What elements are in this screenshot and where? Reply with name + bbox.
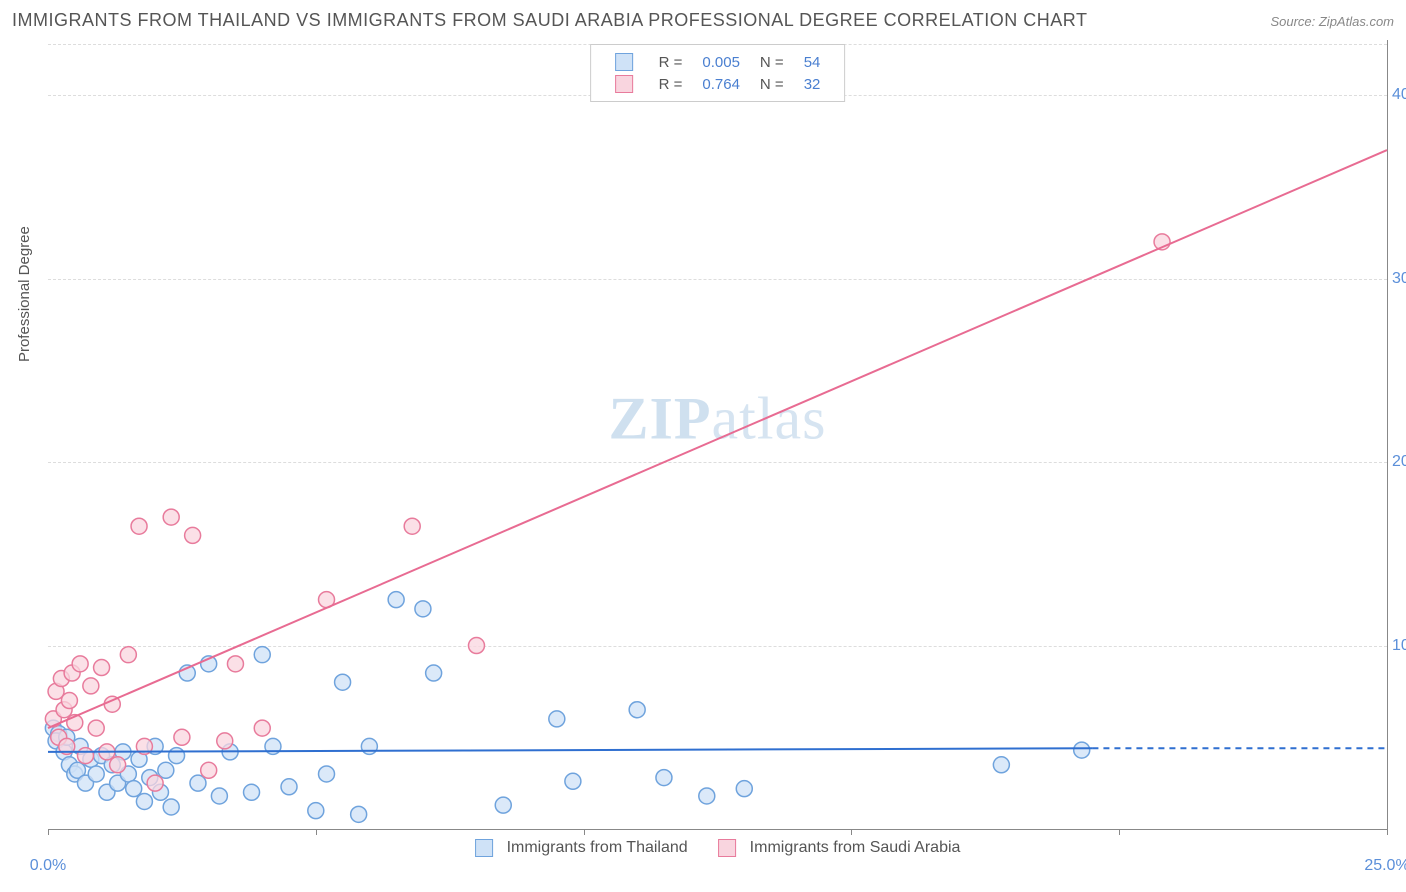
datapoint-thailand	[319, 766, 335, 782]
datapoint-saudi	[163, 509, 179, 525]
y-tick-label: 40.0%	[1392, 86, 1406, 104]
datapoint-thailand	[629, 702, 645, 718]
datapoint-thailand	[335, 674, 351, 690]
swatch-saudi-icon	[718, 839, 736, 857]
n-label: N =	[760, 54, 784, 71]
legend-row-thailand: R = 0.005 N = 54	[605, 51, 831, 73]
datapoint-thailand	[351, 806, 367, 822]
x-tick-label: 0.0%	[30, 857, 66, 875]
datapoint-thailand	[415, 601, 431, 617]
datapoint-thailand	[699, 788, 715, 804]
datapoint-saudi	[404, 518, 420, 534]
legend-correlation-box: R = 0.005 N = 54 R = 0.764 N = 32	[590, 44, 846, 102]
trendline-thailand	[48, 748, 1092, 752]
x-tick	[48, 829, 49, 835]
source-label: Source: ZipAtlas.com	[1270, 14, 1394, 29]
datapoint-thailand	[190, 775, 206, 791]
legend-series: Immigrants from Thailand Immigrants from…	[475, 839, 961, 857]
datapoint-saudi	[61, 693, 77, 709]
x-tick	[851, 829, 852, 835]
datapoint-thailand	[565, 773, 581, 789]
trendline-saudi	[48, 150, 1387, 728]
legend-item-saudi: Immigrants from Saudi Arabia	[718, 839, 961, 857]
n-label: N =	[760, 76, 784, 93]
datapoint-saudi	[131, 518, 147, 534]
datapoint-thailand	[88, 766, 104, 782]
datapoint-thailand	[254, 647, 270, 663]
x-tick	[1119, 829, 1120, 835]
y-tick-label: 30.0%	[1392, 270, 1406, 288]
datapoint-thailand	[169, 748, 185, 764]
swatch-thailand-icon	[615, 53, 633, 71]
datapoint-thailand	[163, 799, 179, 815]
datapoint-thailand	[993, 757, 1009, 773]
datapoint-saudi	[94, 660, 110, 676]
datapoint-saudi	[468, 638, 484, 654]
r-label: R =	[659, 54, 683, 71]
legend-label-saudi: Immigrants from Saudi Arabia	[750, 839, 961, 857]
legend-label-thailand: Immigrants from Thailand	[507, 839, 688, 857]
legend-row-saudi: R = 0.764 N = 32	[605, 73, 831, 95]
datapoint-saudi	[120, 647, 136, 663]
datapoint-thailand	[308, 803, 324, 819]
datapoint-saudi	[174, 729, 190, 745]
datapoint-saudi	[72, 656, 88, 672]
datapoint-saudi	[83, 678, 99, 694]
datapoint-saudi	[147, 775, 163, 791]
chart-title: IMMIGRANTS FROM THAILAND VS IMMIGRANTS F…	[12, 10, 1087, 31]
swatch-saudi-icon	[615, 75, 633, 93]
datapoint-saudi	[77, 748, 93, 764]
datapoint-thailand	[656, 770, 672, 786]
x-tick	[584, 829, 585, 835]
datapoint-saudi	[110, 757, 126, 773]
datapoint-saudi	[254, 720, 270, 736]
n-value-saudi: 32	[794, 73, 831, 95]
n-value-thailand: 54	[794, 51, 831, 73]
datapoint-thailand	[244, 784, 260, 800]
x-tick	[1387, 829, 1388, 835]
datapoint-thailand	[211, 788, 227, 804]
y-axis-label: Professional Degree	[16, 226, 33, 362]
datapoint-thailand	[736, 781, 752, 797]
y-tick-label: 10.0%	[1392, 637, 1406, 655]
plot-area: ZIPatlas R = 0.005 N = 54 R = 0.764 N = …	[48, 40, 1388, 830]
datapoint-saudi	[88, 720, 104, 736]
datapoint-thailand	[126, 781, 142, 797]
r-value-saudi: 0.764	[692, 73, 750, 95]
datapoint-thailand	[158, 762, 174, 778]
datapoint-thailand	[388, 592, 404, 608]
datapoint-thailand	[361, 738, 377, 754]
datapoint-thailand	[426, 665, 442, 681]
r-value-thailand: 0.005	[692, 51, 750, 73]
datapoint-saudi	[185, 527, 201, 543]
datapoint-saudi	[227, 656, 243, 672]
datapoint-thailand	[549, 711, 565, 727]
x-tick-label: 25.0%	[1364, 857, 1406, 875]
scatter-plot-svg	[48, 40, 1387, 829]
datapoint-thailand	[1074, 742, 1090, 758]
y-tick-label: 20.0%	[1392, 453, 1406, 471]
r-label: R =	[659, 76, 683, 93]
datapoint-thailand	[281, 779, 297, 795]
datapoint-thailand	[495, 797, 511, 813]
datapoint-thailand	[136, 793, 152, 809]
datapoint-saudi	[201, 762, 217, 778]
swatch-thailand-icon	[475, 839, 493, 857]
datapoint-saudi	[217, 733, 233, 749]
legend-item-thailand: Immigrants from Thailand	[475, 839, 688, 857]
x-tick	[316, 829, 317, 835]
